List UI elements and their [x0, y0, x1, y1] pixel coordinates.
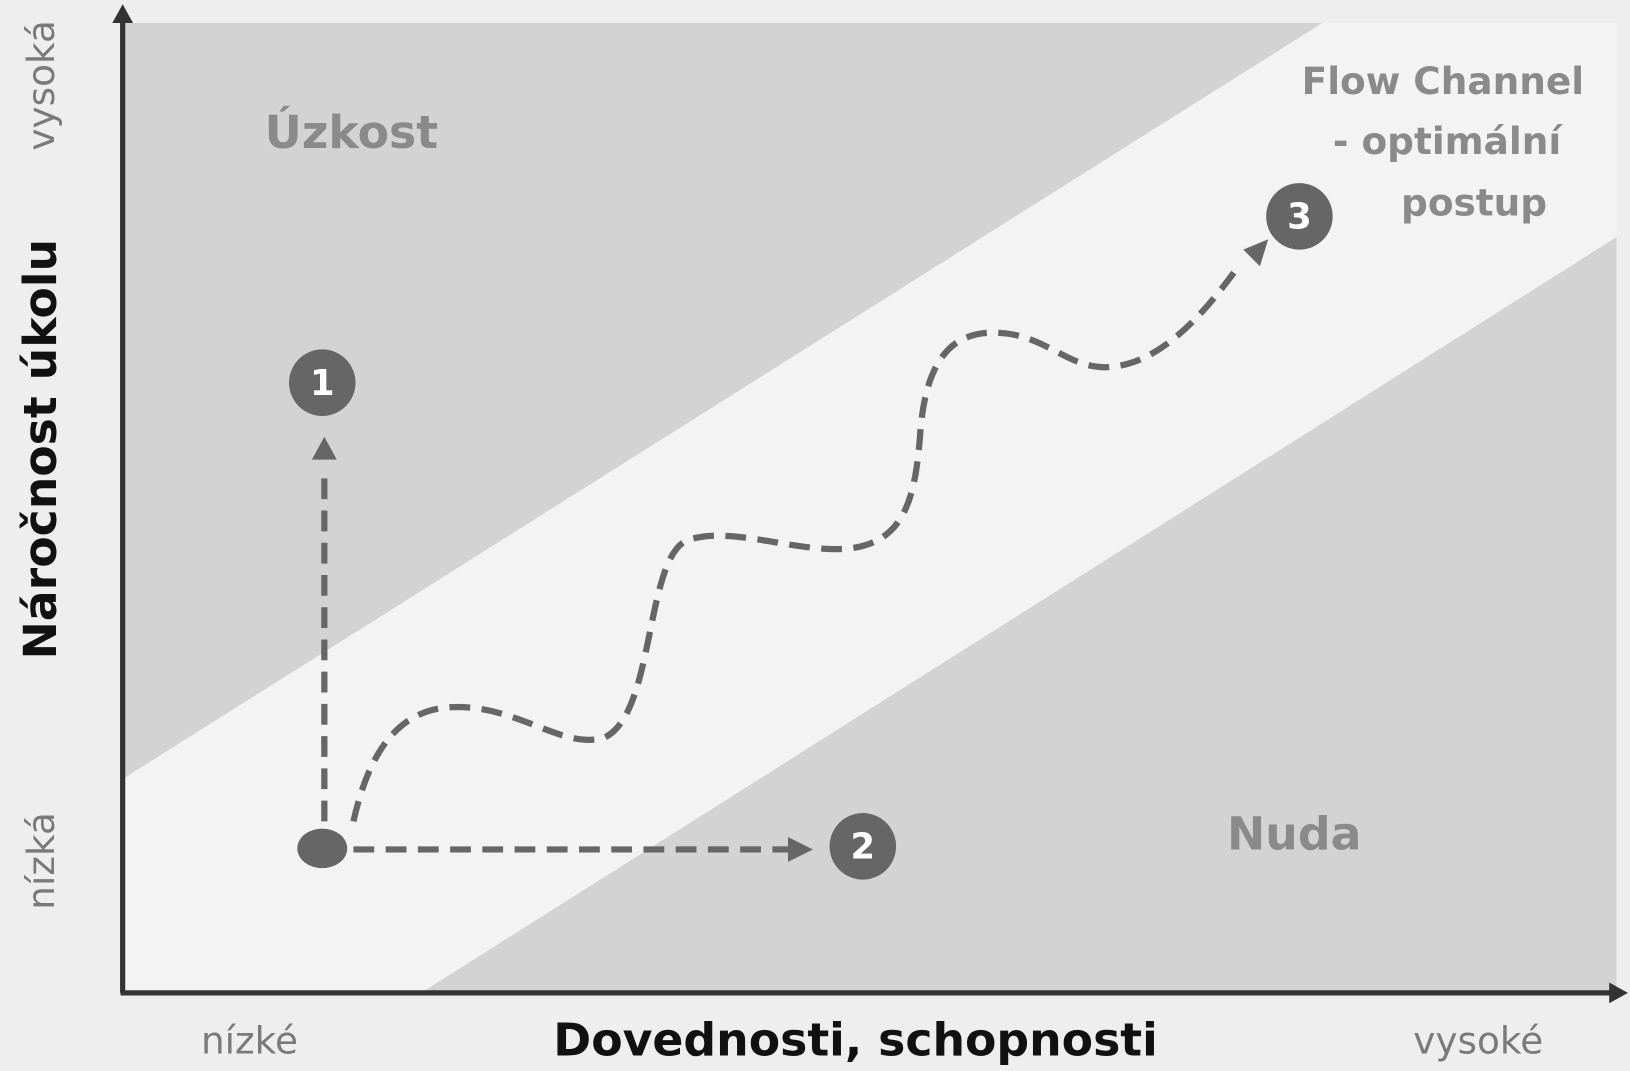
- flow-label: Flow Channel: [1302, 59, 1584, 103]
- boredom-label: Nuda: [1227, 807, 1361, 860]
- anxiety-label: Úzkost: [265, 105, 438, 159]
- x-axis-low: nízké: [201, 1018, 298, 1062]
- marker: [288, 349, 356, 416]
- marker: [829, 813, 897, 880]
- flow-channel: [124, 23, 1617, 993]
- x-axis-label: Dovednosti, schopnosti: [553, 1013, 1158, 1066]
- marker-label: 3: [1287, 196, 1312, 237]
- y-axis-label: Náročnost úkolu: [14, 239, 67, 659]
- arrowhead: [311, 436, 337, 460]
- arrowhead: [787, 836, 813, 862]
- marker-label: 1: [310, 363, 335, 404]
- start-point: [297, 828, 348, 869]
- y-axis-high: vysoká: [19, 20, 63, 151]
- x-axis-arrow: [1609, 982, 1628, 1004]
- x-axis-high: vysoké: [1413, 1018, 1543, 1062]
- flow-label: - optimální: [1333, 119, 1563, 163]
- path-3: [350, 263, 1242, 823]
- flow-label: postup: [1401, 180, 1547, 224]
- y-axis-low: nízká: [19, 812, 63, 910]
- y-axis-arrow: [112, 4, 134, 24]
- marker: [1266, 183, 1333, 250]
- marker-label: 2: [851, 826, 876, 867]
- arrowhead: [1243, 239, 1269, 267]
